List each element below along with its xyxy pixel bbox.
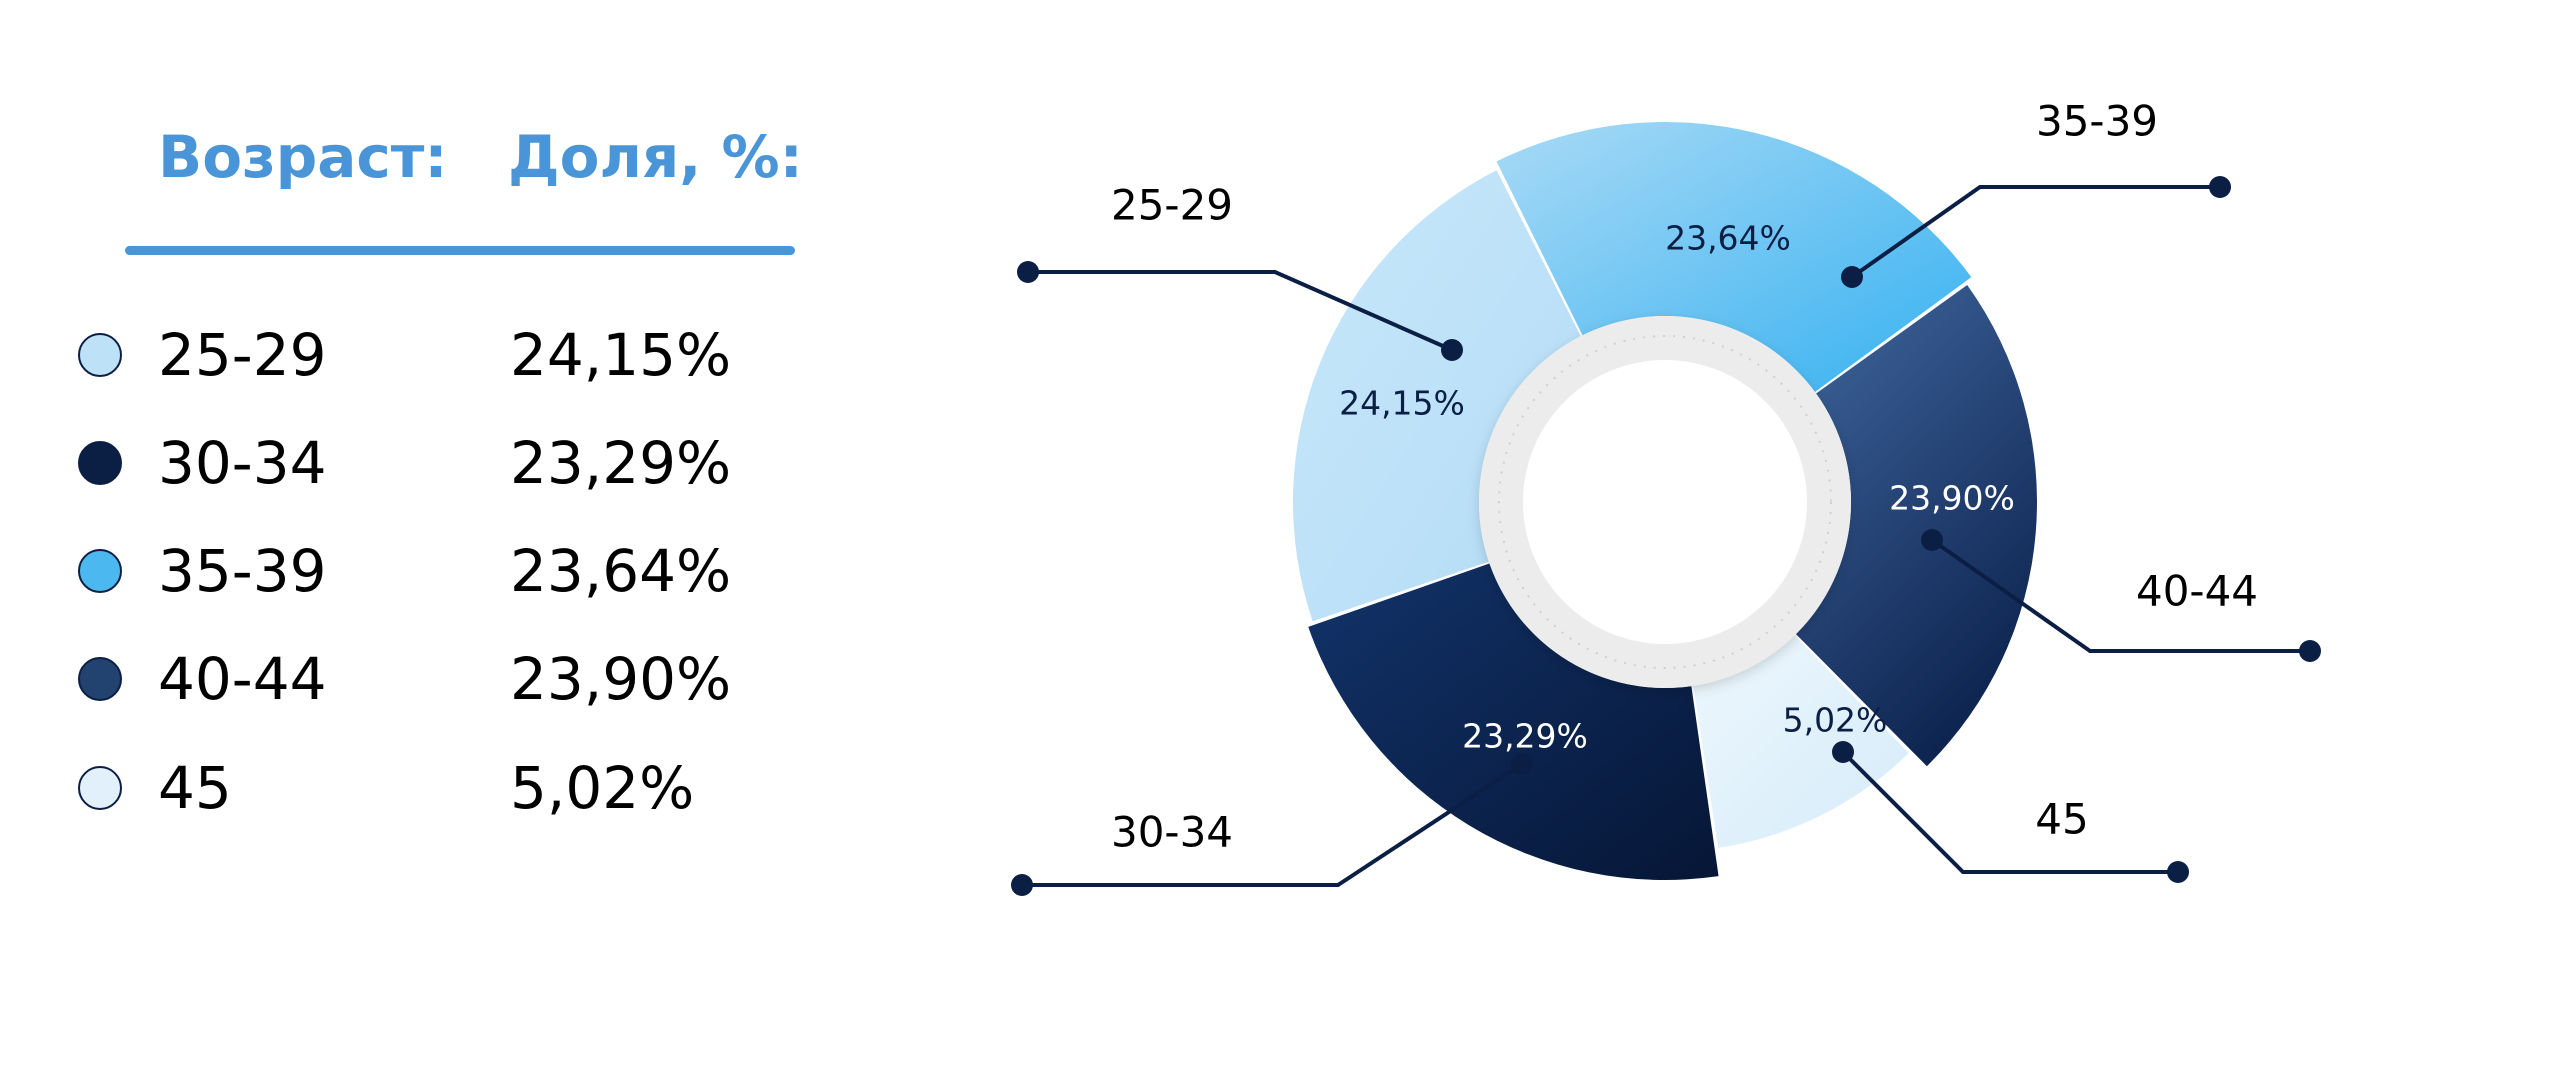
callout-dot bbox=[2209, 176, 2231, 198]
legend-swatch bbox=[78, 766, 122, 810]
callout-line-45 bbox=[1841, 750, 2178, 874]
legend-row-40-44: 40-44 23,90% bbox=[0, 637, 880, 727]
legend-share-value: 24,15% bbox=[510, 321, 732, 389]
callout-line-25-29 bbox=[1028, 270, 1453, 352]
slice-data-label-45: 5,02% bbox=[1783, 701, 1888, 740]
legend-swatch bbox=[78, 333, 122, 377]
legend-age-label: 45 bbox=[158, 754, 232, 822]
callout-dot bbox=[1841, 266, 1863, 288]
callout-dot bbox=[1511, 753, 1533, 775]
donut-hole bbox=[1479, 316, 1851, 688]
donut-slice-35-39 bbox=[1496, 122, 1972, 392]
legend: Возраст: Доля, %: 25-29 24,15% 30-34 23,… bbox=[0, 0, 880, 1089]
callout-line-30-34 bbox=[1022, 762, 1524, 887]
legend-header-divider bbox=[125, 246, 795, 255]
callout-label-35-39: 35-39 bbox=[2036, 97, 2158, 146]
legend-age-label: 30-34 bbox=[158, 429, 327, 497]
slice-data-label-25-29: 24,15% bbox=[1339, 384, 1465, 423]
donut-slice-30-34 bbox=[1308, 563, 1719, 881]
legend-share-value: 5,02% bbox=[510, 754, 695, 822]
callout-label-45: 45 bbox=[2035, 795, 2088, 844]
slice-data-label-30-34: 23,29% bbox=[1462, 717, 1588, 756]
legend-share-value: 23,64% bbox=[510, 537, 732, 605]
callout-dot bbox=[2167, 861, 2189, 883]
callout-dot bbox=[1832, 741, 1854, 763]
donut-slice-45 bbox=[1693, 635, 1909, 848]
callout-label-30-34: 30-34 bbox=[1111, 808, 1233, 857]
legend-row-35-39: 35-39 23,64% bbox=[0, 529, 880, 619]
slice-data-label-35-39: 23,64% bbox=[1665, 219, 1791, 258]
callout-line-35-39 bbox=[1850, 185, 2220, 279]
legend-swatch bbox=[78, 657, 122, 701]
legend-header-age: Возраст: bbox=[158, 123, 448, 191]
legend-age-label: 35-39 bbox=[158, 537, 327, 605]
callout-dot bbox=[1017, 261, 1039, 283]
slice-data-label-40-44: 23,90% bbox=[1889, 479, 2015, 518]
legend-age-label: 25-29 bbox=[158, 321, 327, 389]
legend-swatch bbox=[78, 549, 122, 593]
callout-dot bbox=[1921, 529, 1943, 551]
donut-slice-25-29 bbox=[1292, 170, 1581, 622]
legend-swatch bbox=[78, 441, 122, 485]
callout-dot bbox=[1441, 339, 1463, 361]
legend-share-value: 23,90% bbox=[510, 645, 732, 713]
callout-label-40-44: 40-44 bbox=[2136, 567, 2258, 616]
callout-label-25-29: 25-29 bbox=[1111, 181, 1233, 230]
legend-row-45: 45 5,02% bbox=[0, 746, 880, 836]
legend-header-share: Доля, %: bbox=[508, 123, 803, 191]
legend-share-value: 23,29% bbox=[510, 429, 732, 497]
callout-dot bbox=[2299, 640, 2321, 662]
legend-row-30-34: 30-34 23,29% bbox=[0, 421, 880, 511]
legend-age-label: 40-44 bbox=[158, 645, 327, 713]
legend-row-25-29: 25-29 24,15% bbox=[0, 313, 880, 403]
callout-line-40-44 bbox=[1930, 538, 2310, 653]
callout-dot bbox=[1011, 874, 1033, 896]
donut-slice-40-44 bbox=[1795, 285, 2037, 767]
